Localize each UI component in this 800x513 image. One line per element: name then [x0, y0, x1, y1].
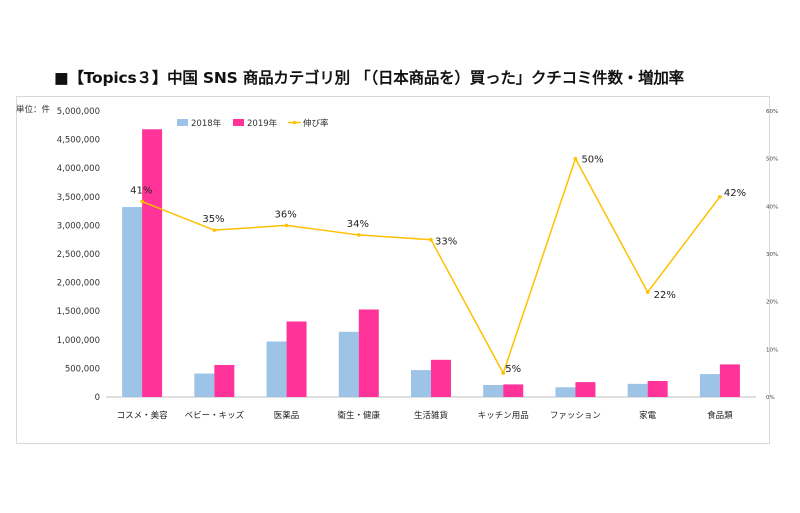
bar-2018 — [555, 387, 576, 397]
y-tick-label: 2,000,000 — [57, 279, 100, 289]
category-label: 食品類 — [707, 410, 733, 421]
y-tick-label: 500,000 — [65, 364, 100, 374]
bar-2018 — [411, 370, 431, 397]
y-tick-label: 3,500,000 — [57, 193, 100, 203]
y2-tick-label: 10% — [766, 347, 778, 353]
category-label: 衛生・健康 — [338, 410, 381, 421]
bar-2019 — [142, 129, 163, 397]
growth-data-label: 36% — [275, 209, 297, 220]
y2-tick-label: 20% — [766, 300, 778, 306]
bar-2019 — [575, 382, 596, 397]
y-tick-label: 5,000,000 — [57, 107, 100, 117]
y2-tick-label: 0% — [766, 395, 775, 401]
y-tick-label: 2,500,000 — [57, 250, 100, 260]
legend-label: 2019年 — [247, 118, 278, 129]
legend-swatch — [233, 119, 244, 126]
y-axis: 0 500,000 1,000,000 1,500,000 2,000,000 2,500… — [57, 107, 756, 403]
bar-2019 — [719, 364, 740, 397]
growth-point — [718, 195, 722, 199]
bar-2018 — [194, 373, 215, 397]
growth-point — [212, 228, 217, 232]
growth-point — [645, 290, 650, 294]
category-labels: コスメ・美容 ベビー・キッズ 医薬品 衛生・健康 生活雑貨 キッチン用品 ファッション 家電 食… — [117, 410, 734, 421]
category-label: 家電 — [639, 410, 657, 421]
growth-point — [573, 156, 578, 161]
y2-tick-label: 40% — [766, 204, 778, 210]
growth-data-label: 50% — [581, 155, 603, 166]
category-label: ベビー・キッズ — [185, 410, 245, 421]
category-label: ファッション — [550, 411, 601, 421]
y-tick-label: 0 — [95, 393, 100, 403]
y2-axis: 0% 10% 20% 30% 40% 50% 60% — [766, 109, 778, 401]
category-label: コスメ・美容 — [117, 410, 169, 421]
growth-data-label: 33% — [435, 237, 457, 248]
growth-line: 41% 35% 36% 34% 33% 5% 50% 22% 42% — [130, 155, 746, 375]
legend-marker — [292, 120, 297, 125]
bar-2018 — [627, 383, 648, 397]
growth-data-label: 42% — [724, 188, 746, 199]
bar-2019 — [647, 380, 668, 397]
bars — [122, 129, 740, 397]
bar-2018 — [266, 341, 287, 397]
growth-data-label: 22% — [654, 290, 676, 301]
growth-point — [284, 223, 289, 228]
page-title: ■【Topics３】中国 SNS 商品カテゴリ別 「（日本商品を）買った」クチコ… — [54, 69, 684, 87]
bar-2019 — [503, 384, 524, 397]
y-tick-label: 1,500,000 — [57, 307, 100, 317]
growth-line-path — [141, 156, 721, 376]
category-label: 生活雑貨 — [414, 410, 449, 421]
category-label: 医薬品 — [274, 410, 300, 421]
category-label: キッチン用品 — [478, 411, 529, 421]
y2-tick-label: 30% — [766, 252, 778, 258]
bar-2018 — [338, 331, 359, 397]
growth-point — [356, 233, 361, 237]
bar-2018 — [483, 384, 504, 397]
y-tick-label: 4,000,000 — [57, 164, 100, 174]
bar-2019 — [431, 359, 451, 397]
growth-data-label: 41% — [130, 186, 152, 197]
legend-swatch — [177, 119, 188, 126]
bar-2019 — [358, 309, 379, 397]
growth-point — [501, 371, 506, 375]
growth-data-label: 35% — [202, 214, 224, 225]
growth-data-label: 5% — [505, 364, 521, 375]
y-tick-label: 4,500,000 — [57, 136, 100, 146]
y2-tick-label: 50% — [766, 157, 778, 163]
growth-data-label: 34% — [347, 219, 369, 230]
legend-label: 2018年 — [191, 118, 222, 129]
bar-2018 — [122, 207, 143, 397]
legend: 2018年 2019年 伸び率 — [177, 118, 329, 129]
y-tick-label: 1,000,000 — [57, 336, 100, 346]
y-tick-label: 3,000,000 — [57, 221, 100, 231]
bar-2019 — [214, 364, 235, 397]
growth-point — [429, 237, 433, 242]
unit-label: 単位：件 — [16, 104, 51, 115]
y2-tick-label: 60% — [766, 109, 778, 115]
bar-2019 — [286, 321, 307, 397]
legend-label: 伸び率 — [303, 118, 329, 129]
chart-frame — [16, 96, 770, 444]
bar-2018 — [699, 374, 720, 397]
growth-point — [140, 199, 144, 204]
